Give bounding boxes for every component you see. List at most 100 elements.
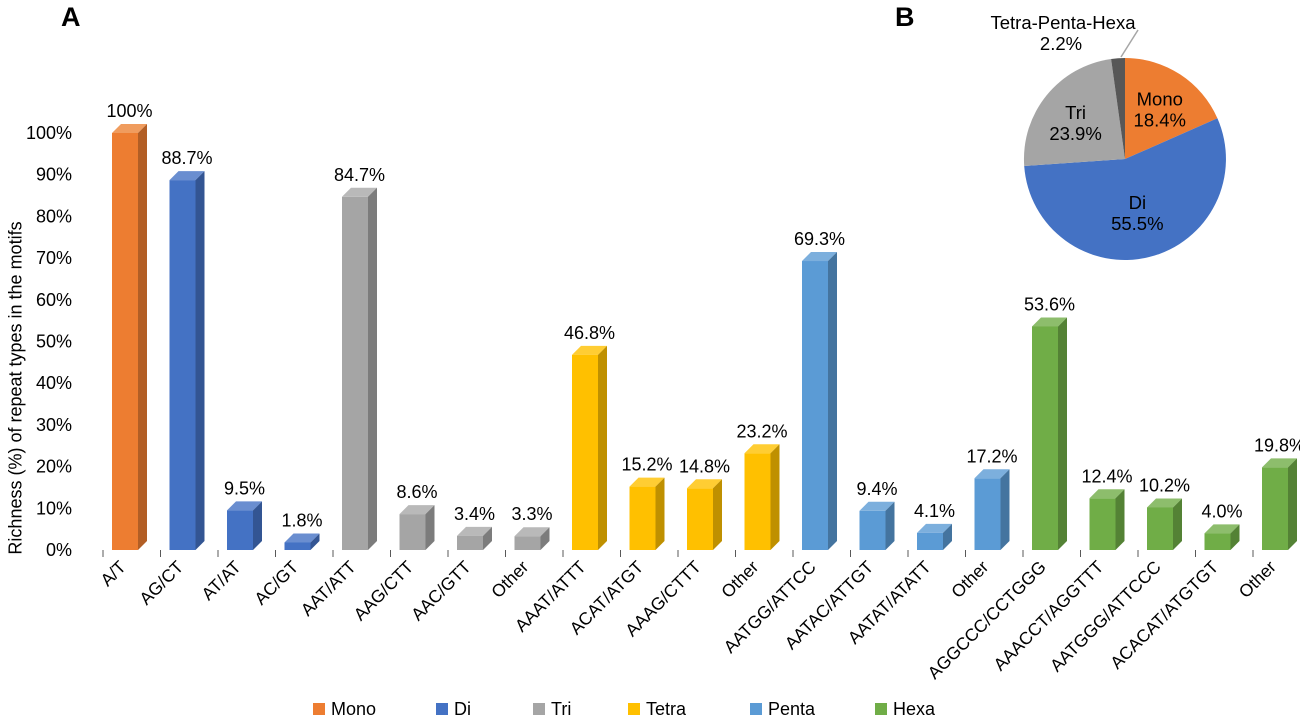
bar-side-face xyxy=(885,501,895,550)
bar-acat-atgt xyxy=(629,477,665,550)
bar-top-face xyxy=(744,444,780,454)
bar-aatat-atatt xyxy=(917,523,952,550)
bar-front-face xyxy=(342,196,368,550)
bar-side-face xyxy=(1230,524,1240,550)
bar-front-face xyxy=(1262,467,1288,550)
bar-side-face xyxy=(425,505,435,550)
bar-top-face xyxy=(342,187,377,197)
bar-aat-att xyxy=(342,187,377,550)
bar-top-face xyxy=(169,171,205,181)
bar-value-label: 88.7% xyxy=(161,148,212,168)
bar-value-label: 4.0% xyxy=(1201,501,1242,521)
bar-side-face xyxy=(138,124,147,550)
legend-swatch-icon xyxy=(875,703,887,715)
y-tick-label: 80% xyxy=(36,206,72,226)
bar-front-face xyxy=(457,535,483,550)
bar-other xyxy=(1262,458,1297,550)
pie-callout-label-name: Tetra-Penta-Hexa xyxy=(991,12,1137,33)
bar-value-label: 14.8% xyxy=(679,456,730,476)
bar-side-face xyxy=(828,252,837,551)
bar-top-face xyxy=(802,252,837,262)
bar-front-face xyxy=(399,514,426,550)
pie-callout-label-value: 2.2% xyxy=(1040,33,1082,54)
pie-label-name: Mono xyxy=(1137,89,1183,110)
bar-ac-gt xyxy=(284,533,320,550)
bar-other xyxy=(974,469,1010,550)
bar-top-face xyxy=(572,345,607,355)
bar-aaacct-aggttt xyxy=(1089,489,1125,550)
bar-side-face xyxy=(655,477,665,550)
bar-side-face xyxy=(1173,498,1182,550)
bar-side-face xyxy=(1000,469,1010,550)
bar-side-face xyxy=(770,444,780,550)
bar-value-label: 1.8% xyxy=(281,510,322,530)
bar-top-face xyxy=(1204,524,1240,534)
bar-side-face xyxy=(368,187,377,550)
bar-front-face xyxy=(917,532,943,550)
bar-front-face xyxy=(284,542,311,550)
bar-front-face xyxy=(687,488,713,550)
bar-side-face xyxy=(1058,317,1067,550)
panel-b-label: B xyxy=(895,2,915,32)
bar-value-label: 3.4% xyxy=(454,504,495,524)
bar-top-face xyxy=(399,505,435,515)
legend-item-mono: Mono xyxy=(313,700,376,718)
bar-top-face xyxy=(859,501,895,511)
bar-aag-ctt xyxy=(399,505,435,550)
bar-a-t xyxy=(112,124,147,550)
legend-label: Tri xyxy=(551,699,572,719)
legend-item-tri: Tri xyxy=(533,699,572,719)
pie-label-name: Tri xyxy=(1065,102,1086,123)
pie-label-value: 55.5% xyxy=(1111,213,1163,234)
x-axis-category-label: AC/GT xyxy=(250,556,302,608)
pie-slice-di xyxy=(1024,118,1226,260)
legend-swatch-icon xyxy=(533,703,545,715)
y-tick-label: 30% xyxy=(36,415,72,435)
bar-aaag-cttt xyxy=(687,479,722,550)
y-tick-label: 60% xyxy=(36,290,72,310)
legend-swatch-icon xyxy=(313,703,325,715)
legend-label: Di xyxy=(454,699,471,719)
bar-top-face xyxy=(227,501,262,511)
y-tick-label: 70% xyxy=(36,248,72,268)
bar-aaat-attt xyxy=(572,345,607,550)
pie-callout-leader-line xyxy=(1120,29,1139,58)
y-tick-label: 40% xyxy=(36,373,72,393)
bar-value-label: 69.3% xyxy=(794,229,845,249)
bar-value-label: 17.2% xyxy=(966,446,1017,466)
bar-front-face xyxy=(802,261,828,550)
pie-label-name: Di xyxy=(1129,192,1146,213)
x-axis-category-label: ACACAT/ATGTGT xyxy=(1106,556,1222,672)
bar-front-face xyxy=(974,478,1001,550)
bar-front-face xyxy=(1089,498,1116,550)
x-axis-category-label: AAG/CTT xyxy=(350,556,418,624)
bar-value-label: 9.5% xyxy=(224,478,265,498)
x-axis-category-label: Other xyxy=(717,557,762,602)
y-tick-label: 100% xyxy=(26,123,72,143)
legend-swatch-icon xyxy=(436,703,448,715)
bar-value-label: 8.6% xyxy=(396,482,437,502)
bar-value-label: 19.8% xyxy=(1254,435,1300,455)
bar-side-face xyxy=(943,523,952,550)
pie-slice-mono xyxy=(1125,58,1218,159)
bar-top-face xyxy=(514,527,550,537)
bar-front-face xyxy=(1204,533,1231,550)
bar-front-face xyxy=(1032,326,1058,550)
x-axis-category-label: A/T xyxy=(96,556,130,590)
bar-value-label: 46.8% xyxy=(564,323,615,343)
bar-side-face xyxy=(195,171,205,550)
bar-aatac-attgt xyxy=(859,501,895,550)
bar-side-face xyxy=(1288,458,1297,550)
bar-side-face xyxy=(483,526,492,550)
legend-swatch-icon xyxy=(628,703,640,715)
x-axis-category-label: AG/CT xyxy=(135,556,187,608)
bar-front-face xyxy=(744,453,771,550)
bar-ag-ct xyxy=(169,171,205,550)
x-axis-category-label: Other xyxy=(947,557,992,602)
bar-side-face xyxy=(253,501,262,550)
bar-side-face xyxy=(713,479,722,550)
legend-item-penta: Penta xyxy=(750,700,815,718)
panel-a-label: A xyxy=(61,2,81,32)
bar-aggccc-cctggg xyxy=(1032,317,1067,550)
